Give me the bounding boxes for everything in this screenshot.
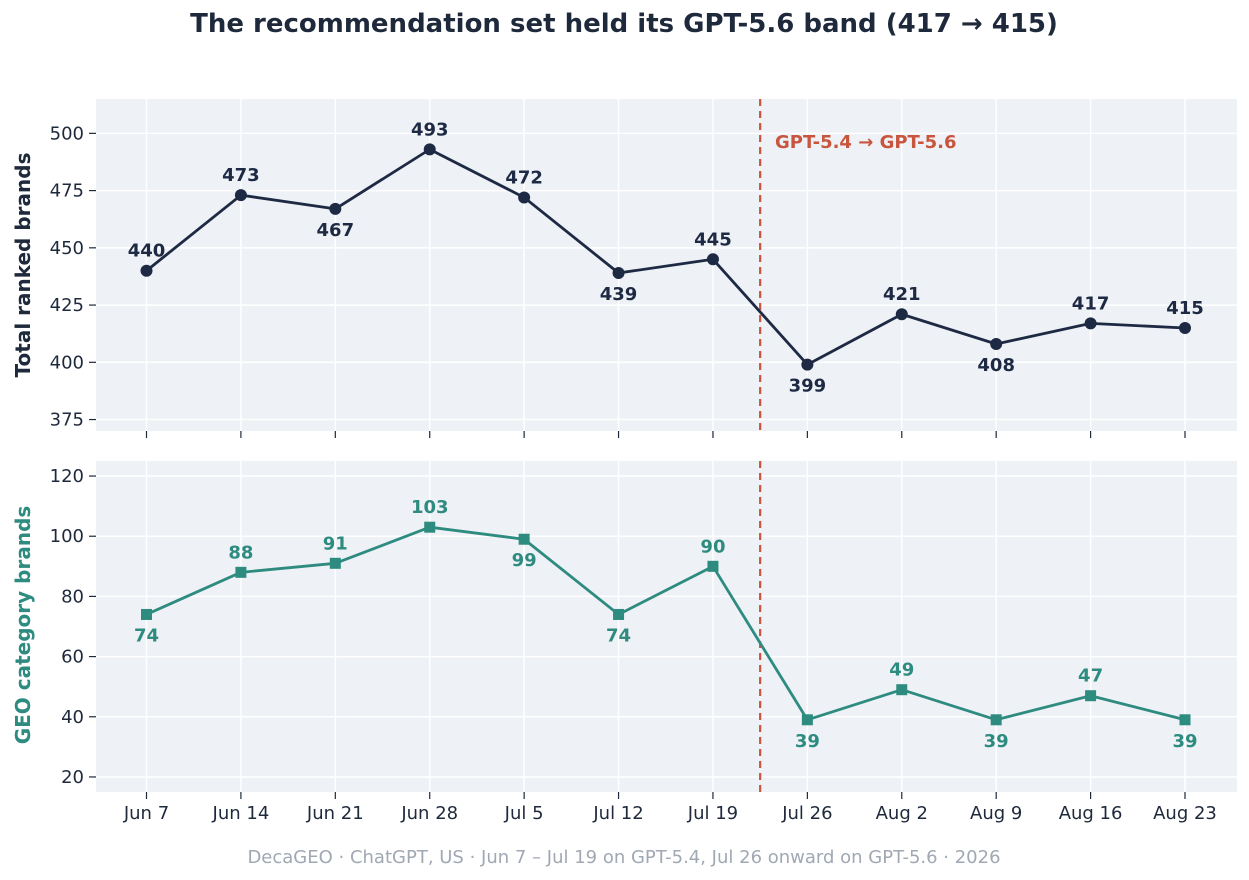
top-data-point [895,308,908,321]
top-y-tick-label: 375 [50,410,84,431]
bottom-data-label: 91 [323,533,348,554]
top-data-label: 440 [128,241,166,262]
top-data-label: 473 [222,165,260,186]
bottom-data-label: 90 [700,536,725,557]
top-data-point [423,143,436,156]
bottom-data-point [235,566,247,578]
top-y-tick-label: 400 [50,352,84,373]
top-data-point [612,267,625,280]
bottom-data-label: 39 [1172,731,1197,752]
bottom-y-tick-label: 120 [50,466,84,487]
top-data-label: 421 [883,284,921,305]
bottom-y-axis-label: GEO category brands [11,506,35,745]
top-y-tick-label: 425 [50,295,84,316]
bottom-data-point [896,684,908,696]
bottom-y-tick-label: 80 [61,586,84,607]
top-data-label: 417 [1072,293,1110,314]
x-tick-label: Jun 7 [123,803,169,824]
x-tick-label: Jul 5 [504,803,544,824]
bottom-data-point [141,608,152,620]
bottom-data-label: 103 [411,497,449,518]
bottom-data-label: 88 [228,542,253,563]
bottom-data-label: 39 [984,731,1009,752]
bottom-data-point [424,521,436,533]
bottom-data-point [707,560,719,572]
x-tick-label: Jun 28 [400,803,458,824]
bottom-data-label: 49 [889,660,914,681]
bottom-data-point [329,557,341,569]
top-data-point [706,253,719,266]
bottom-plot-area [96,461,1237,792]
bottom-data-point [1085,690,1097,702]
top-data-label: 415 [1166,298,1204,319]
top-data-label: 467 [317,220,355,241]
x-tick-label: Aug 2 [876,803,928,824]
x-tick-label: Jun 21 [306,803,364,824]
x-tick-label: Aug 16 [1059,803,1123,824]
top-y-tick-label: 450 [50,238,84,259]
top-panel: 375 400 425 450 475 500 440 473 467 493 472 439 445 3… [50,99,1237,438]
x-tick-label: Aug 23 [1153,803,1217,824]
bottom-data-point [801,714,813,726]
x-tick-label: Jul 12 [592,803,643,824]
bottom-data-label: 99 [512,550,537,571]
x-tick-label: Aug 9 [970,803,1022,824]
chart-title: The recommendation set held its GPT-5.6 … [190,9,1058,39]
x-tick-label: Jul 19 [687,803,738,824]
top-data-label: 439 [600,284,638,305]
x-axis: Jun 7 Jun 14 Jun 21 Jun 28 Jul 5 Jul 12 Jul 19… [123,803,1217,824]
bottom-data-label: 47 [1078,666,1103,687]
bottom-data-label: 74 [606,625,631,646]
top-data-point [140,264,153,277]
top-data-point [1179,321,1191,334]
top-data-point [329,202,342,215]
bottom-y-tick-label: 20 [61,767,84,788]
bottom-y-tick-label: 100 [50,526,84,547]
bottom-panel: 20 40 60 80 100 120 74 88 91 103 99 74 90 39 49 39 47 39 [50,461,1237,799]
top-y-tick-label: 500 [50,123,84,144]
bottom-series-line [145,525,1186,722]
top-data-label: 408 [977,355,1015,376]
top-data-label: 445 [694,229,732,250]
top-data-point [234,189,247,202]
bottom-data-point [613,608,625,620]
bottom-data-point [990,714,1002,726]
top-series-line [145,147,1186,367]
x-tick-label: Jul 26 [781,803,832,824]
top-data-point [518,191,531,204]
bottom-data-label: 74 [134,625,159,646]
x-tick-label: Jun 14 [212,803,270,824]
bottom-data-point [1179,714,1191,726]
bottom-y-tick-label: 40 [61,707,84,728]
bottom-data-label: 39 [795,731,820,752]
top-y-axis-label: Total ranked brands [11,153,35,378]
bottom-y-tick-label: 60 [61,647,84,668]
bottom-data-point [518,533,530,545]
top-data-point [1084,317,1097,330]
top-data-label: 472 [505,167,543,188]
top-data-label: 493 [411,119,449,140]
top-data-point [990,337,1003,350]
top-data-point [801,358,814,371]
top-data-label: 399 [789,376,827,397]
model-switch-annotation: GPT-5.4 → GPT-5.6 [775,132,957,153]
top-y-tick-label: 475 [50,181,84,202]
chart-footer: DecaGEO · ChatGPT, US · Jun 7 – Jul 19 o… [247,847,1000,868]
